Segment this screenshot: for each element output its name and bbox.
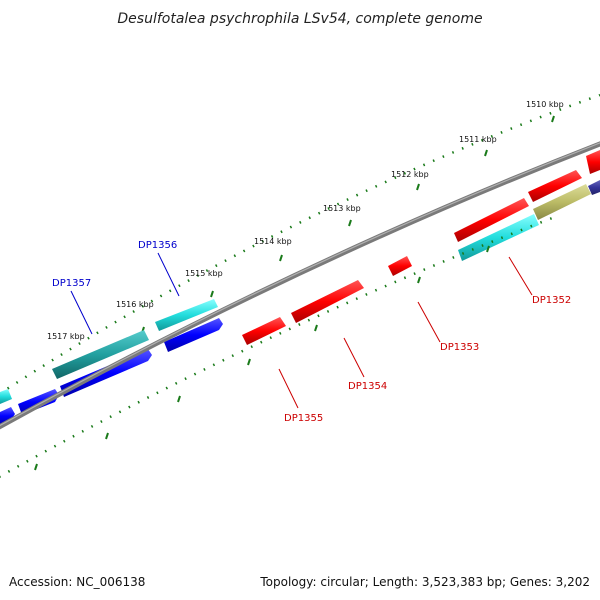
kbp-label: 1510 kbp	[526, 100, 564, 109]
kbp-label: 1517 kbp	[47, 332, 85, 341]
cds-feature[interactable]	[586, 150, 600, 174]
genome-summary-text: Topology: circular; Length: 3,523,383 bp…	[259, 575, 590, 589]
outer-ruler: 1510 kbp 1511 kbp 1512 kbp 1513 kbp 1514…	[0, 93, 600, 395]
major-tick	[247, 358, 251, 366]
kbp-label: 1512 kbp	[391, 170, 429, 179]
gene-labels: DP1352 DP1353 DP1354 DP1355 DP1356 DP135…	[52, 240, 571, 424]
kbp-label: 1516 kbp	[116, 300, 154, 309]
major-tick	[177, 395, 181, 403]
major-tick	[417, 276, 421, 284]
rna-feature[interactable]	[52, 330, 149, 379]
rna-feature[interactable]	[155, 299, 218, 331]
major-tick	[551, 115, 555, 123]
rna-feature[interactable]	[0, 389, 12, 404]
kbp-label: 1513 kbp	[323, 204, 361, 213]
kbp-label: 1511 kbp	[459, 135, 497, 144]
major-tick	[210, 290, 214, 298]
gene-label-dp1354[interactable]: DP1354	[348, 381, 387, 392]
cds-feature[interactable]	[528, 170, 582, 202]
leader-line	[157, 252, 180, 297]
cds-feature[interactable]	[164, 318, 223, 352]
cds-feature[interactable]	[388, 256, 412, 276]
gene-label-dp1355[interactable]: DP1355	[284, 413, 323, 424]
accession-text: Accession: NC_006138	[9, 575, 145, 589]
forward-strand-track	[242, 150, 600, 345]
genome-backbone-highlight	[0, 142, 600, 427]
gene-label-dp1356[interactable]: DP1356	[138, 240, 177, 251]
kbp-label: 1515 kbp	[185, 269, 223, 278]
leader-line	[278, 368, 299, 409]
cds-feature[interactable]	[454, 198, 529, 242]
genome-backbone	[0, 141, 600, 430]
rna-feature[interactable]	[458, 214, 539, 261]
cds-feature[interactable]	[60, 349, 152, 397]
cds-feature[interactable]	[533, 184, 591, 220]
map-title: Desulfotalea psychrophila LSv54, complet…	[117, 11, 482, 27]
major-tick	[348, 219, 352, 227]
major-tick	[486, 245, 490, 253]
cds-feature[interactable]	[242, 317, 286, 345]
cds-feature[interactable]	[291, 280, 364, 323]
gene-label-dp1352[interactable]: DP1352	[532, 295, 571, 306]
inner-major-ticks	[34, 245, 490, 471]
major-tick	[314, 324, 318, 332]
major-tick	[484, 149, 488, 157]
leader-line	[417, 301, 441, 343]
leader-line	[508, 256, 533, 296]
major-tick	[279, 254, 283, 262]
leader-line	[70, 290, 93, 335]
major-tick	[105, 432, 109, 440]
major-tick	[416, 183, 420, 191]
leader-line	[343, 337, 365, 378]
gene-label-dp1353[interactable]: DP1353	[440, 342, 479, 353]
cds-feature[interactable]	[0, 407, 15, 425]
reverse-strand-track	[0, 299, 223, 425]
gene-label-dp1357[interactable]: DP1357	[52, 278, 91, 289]
kbp-label: 1514 kbp	[254, 237, 292, 246]
cds-feature[interactable]	[588, 180, 600, 195]
major-tick	[34, 463, 38, 471]
